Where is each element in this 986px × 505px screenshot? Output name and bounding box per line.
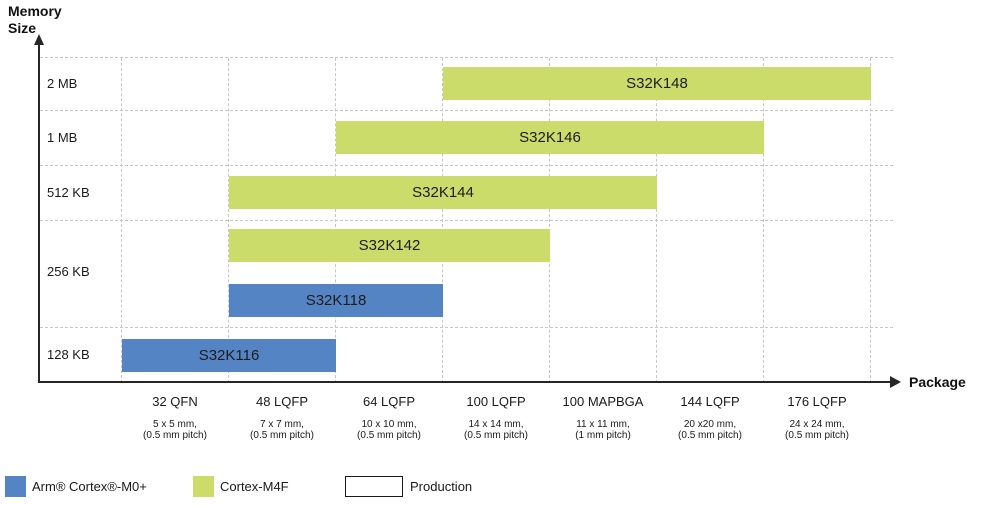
package-tick-100mapbga: 100 MAPBGA 11 x 11 mm, (1 mm pitch) bbox=[549, 394, 657, 441]
bar-label: S32K144 bbox=[412, 184, 474, 201]
package-size: 24 x 24 mm, bbox=[789, 419, 845, 430]
y-tick-label-256kb: 256 KB bbox=[47, 264, 90, 279]
x-axis-arrowhead bbox=[890, 376, 901, 388]
y-tick-label-128kb: 128 KB bbox=[47, 347, 90, 362]
bar-s32k142: S32K142 bbox=[229, 229, 550, 262]
package-name: 100 MAPBGA bbox=[562, 394, 644, 409]
grid-hline bbox=[40, 165, 893, 166]
grid-hline bbox=[40, 57, 893, 58]
package-name: 144 LQFP bbox=[680, 394, 740, 409]
package-tick-144lqfp: 144 LQFP 20 x20 mm, (0.5 mm pitch) bbox=[656, 394, 764, 441]
package-name: 32 QFN bbox=[152, 394, 198, 409]
bar-label: S32K118 bbox=[305, 292, 367, 309]
bar-label: S32K146 bbox=[519, 129, 581, 146]
grid-vline bbox=[763, 58, 764, 383]
package-dims: 11 x 11 mm, (1 mm pitch) bbox=[549, 419, 657, 441]
bar-s32k116: S32K116 bbox=[122, 339, 336, 372]
package-pitch: (0.5 mm pitch) bbox=[464, 430, 528, 441]
y-tick-label-2mb: 2 MB bbox=[47, 76, 78, 91]
y-axis-arrowhead bbox=[34, 34, 44, 45]
bar-label: S32K116 bbox=[198, 347, 260, 364]
package-pitch: (0.5 mm pitch) bbox=[143, 430, 207, 441]
package-size: 7 x 7 mm, bbox=[260, 419, 304, 430]
package-pitch: (0.5 mm pitch) bbox=[250, 430, 314, 441]
package-name: 176 LQFP bbox=[787, 394, 847, 409]
y-tick-label-512kb: 512 KB bbox=[47, 185, 90, 200]
y-axis-title: Memory Size bbox=[8, 3, 62, 37]
grid-vline bbox=[442, 58, 443, 383]
legend-label-production: Production bbox=[410, 479, 473, 494]
package-dims: 10 x 10 mm, (0.5 mm pitch) bbox=[335, 419, 443, 441]
package-pitch: (1 mm pitch) bbox=[575, 430, 631, 441]
package-size: 11 x 11 mm, bbox=[576, 419, 630, 430]
package-pitch: (0.5 mm pitch) bbox=[678, 430, 742, 441]
package-tick-100lqfp: 100 LQFP 14 x 14 mm, (0.5 mm pitch) bbox=[442, 394, 550, 441]
y-axis-title-line1: Memory bbox=[8, 3, 62, 19]
grid-vline bbox=[121, 58, 122, 383]
grid-hline bbox=[40, 220, 893, 221]
package-dims: 7 x 7 mm, (0.5 mm pitch) bbox=[228, 419, 336, 441]
grid-hline bbox=[40, 110, 893, 111]
grid-vline bbox=[656, 58, 657, 383]
package-name: 64 LQFP bbox=[362, 394, 416, 409]
package-size: 20 x20 mm, bbox=[683, 419, 737, 430]
package-pitch: (0.5 mm pitch) bbox=[785, 430, 849, 441]
grid-vline bbox=[228, 58, 229, 383]
legend-label-cortex-m4f: Cortex-M4F bbox=[220, 479, 289, 494]
package-tick-176lqfp: 176 LQFP 24 x 24 mm, (0.5 mm pitch) bbox=[763, 394, 871, 441]
grid-vline bbox=[549, 58, 550, 383]
package-name: 48 LQFP bbox=[255, 394, 309, 409]
package-name: 100 LQFP bbox=[466, 394, 526, 409]
x-axis-title: Package bbox=[909, 374, 966, 390]
grid-hline bbox=[40, 327, 893, 328]
bar-s32k148: S32K148 bbox=[443, 67, 871, 100]
bar-label: S32K142 bbox=[358, 237, 421, 254]
package-dims: 14 x 14 mm, (0.5 mm pitch) bbox=[442, 419, 550, 441]
package-tick-32qfn: 32 QFN 5 x 5 mm, (0.5 mm pitch) bbox=[121, 394, 229, 441]
legend-swatch-production bbox=[345, 476, 403, 497]
bar-s32k146: S32K146 bbox=[336, 121, 764, 154]
package-tick-48lqfp: 48 LQFP 7 x 7 mm, (0.5 mm pitch) bbox=[228, 394, 336, 441]
x-axis-line bbox=[38, 381, 890, 383]
package-size: 14 x 14 mm, bbox=[468, 419, 524, 430]
package-dims: 24 x 24 mm, (0.5 mm pitch) bbox=[763, 419, 871, 441]
package-pitch: (0.5 mm pitch) bbox=[357, 430, 421, 441]
bar-s32k118: S32K118 bbox=[229, 284, 443, 317]
bar-s32k144: S32K144 bbox=[229, 176, 657, 209]
package-dims: 5 x 5 mm, (0.5 mm pitch) bbox=[121, 419, 229, 441]
y-axis-title-line2: Size bbox=[8, 20, 37, 36]
package-size: 10 x 10 mm, bbox=[361, 419, 417, 430]
legend-swatch-cortex-m0 bbox=[5, 476, 26, 497]
grid-vline bbox=[870, 58, 871, 383]
package-size: 5 x 5 mm, bbox=[153, 419, 197, 430]
package-tick-64lqfp: 64 LQFP 10 x 10 mm, (0.5 mm pitch) bbox=[335, 394, 443, 441]
package-dims: 20 x20 mm, (0.5 mm pitch) bbox=[656, 419, 764, 441]
y-axis-line bbox=[38, 44, 40, 383]
grid-vline bbox=[335, 58, 336, 383]
legend-swatch-cortex-m4f bbox=[193, 476, 214, 497]
bar-label: S32K148 bbox=[626, 75, 688, 92]
legend-label-cortex-m0: Arm® Cortex®-M0+ bbox=[32, 479, 147, 494]
y-tick-label-1mb: 1 MB bbox=[47, 130, 78, 145]
